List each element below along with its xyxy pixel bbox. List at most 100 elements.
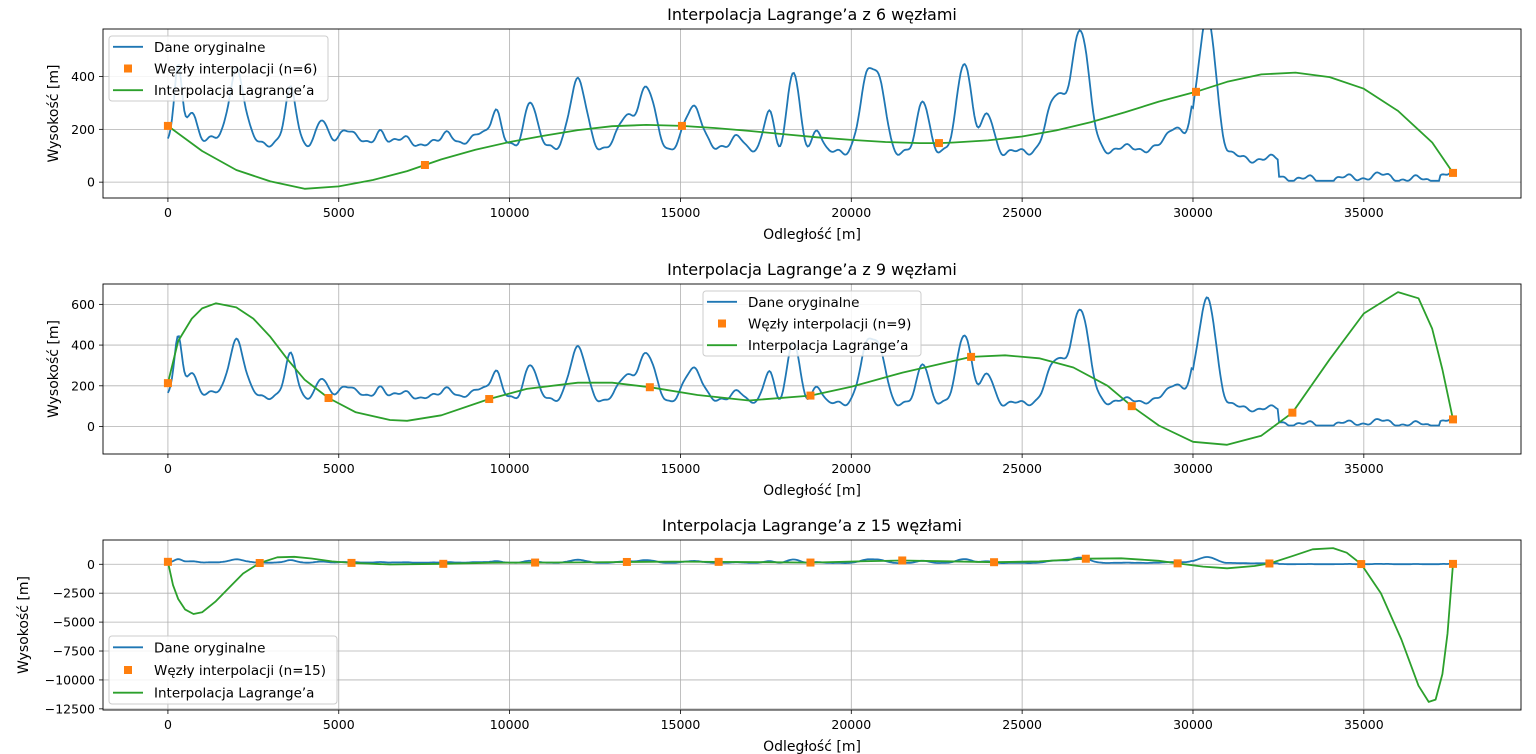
interpolation-node-marker [1288, 408, 1297, 417]
chart-title: Interpolacja Lagrange’a z 9 węzłami [667, 260, 957, 279]
interpolation-node-marker [485, 395, 494, 404]
interpolation-node-marker [1127, 402, 1136, 411]
legend-entry-label: Węzły interpolacji (n=15) [154, 663, 326, 679]
plot-area [163, 291, 1458, 446]
legend-entry-label: Węzły interpolacji (n=6) [154, 62, 317, 78]
legend-marker-nodes [718, 319, 726, 328]
interpolation-node-marker [806, 391, 815, 400]
series-original-line [167, 29, 1454, 182]
y-axis-label: Wysokość [m] [46, 320, 62, 418]
interpolation-node-marker [1449, 415, 1458, 424]
x-tick-label: 35000 [1344, 717, 1384, 732]
x-tick-label: 10000 [490, 461, 530, 476]
interpolation-node-marker [1081, 554, 1090, 563]
x-tick-label: 25000 [1002, 717, 1042, 732]
subplot-1: 0 5000 10000 15000 20000 25000 30000 35000 0 200 4… [46, 5, 1522, 243]
y-tick-label: 600 [71, 297, 95, 312]
x-tick-label: 35000 [1344, 205, 1384, 220]
x-tick-label: 25000 [1002, 461, 1042, 476]
x-tick-label: 10000 [490, 717, 530, 732]
legend-entry-label: Dane oryginalne [154, 640, 265, 656]
x-axis-label: Odległość [m] [763, 483, 861, 499]
x-tick-label: 5000 [323, 461, 355, 476]
legend-box [108, 35, 329, 102]
interpolation-node-marker [163, 557, 172, 566]
x-tick-label: 15000 [661, 461, 701, 476]
plot-area [163, 547, 1458, 703]
axes-frame [102, 283, 1522, 455]
y-tick-label: −5000 [53, 615, 95, 630]
legend-marker-nodes [124, 64, 132, 73]
x-tick-label: 30000 [1173, 717, 1213, 732]
interpolation-node-marker [990, 558, 999, 567]
x-tick-label: 0 [164, 717, 172, 732]
y-axis-label: Wysokość [m] [16, 576, 32, 674]
x-tick-label: 5000 [323, 717, 355, 732]
y-tick-label: 400 [71, 69, 95, 84]
interpolation-node-marker [1173, 559, 1182, 568]
legend: Dane oryginalne Węzły interpolacji (n=15)… [108, 635, 338, 705]
interpolation-node-marker [163, 379, 172, 388]
axes-frame [102, 28, 1522, 199]
x-tick-label: 10000 [490, 205, 530, 220]
legend-box [108, 635, 338, 705]
interpolation-node-marker [347, 558, 356, 567]
interpolation-node-marker [714, 557, 723, 566]
x-tick-label: 20000 [831, 717, 871, 732]
x-tick-label: 20000 [831, 205, 871, 220]
y-tick-label: 400 [71, 338, 95, 353]
y-axis-label: Wysokość [m] [46, 65, 62, 163]
x-tick-label: 15000 [661, 717, 701, 732]
legend: Dane oryginalne Węzły interpolacji (n=6) I… [108, 35, 329, 102]
interpolation-node-marker [1191, 87, 1200, 96]
y-tick-label: −7500 [53, 644, 95, 659]
legend-box [702, 290, 922, 357]
interpolation-node-marker [677, 121, 686, 130]
x-tick-label: 25000 [1002, 205, 1042, 220]
chart-title: Interpolacja Lagrange’a z 6 węzłami [667, 5, 957, 24]
interpolation-node-marker [622, 557, 631, 566]
y-tick-label: −10000 [45, 672, 95, 687]
interpolation-node-marker [967, 352, 976, 361]
interpolation-node-marker [1449, 559, 1458, 568]
y-tick-label: 0 [87, 557, 95, 572]
series-interpolation-line [167, 71, 1454, 190]
y-tick-label: 0 [87, 175, 95, 190]
interpolation-node-marker [439, 559, 448, 568]
interpolation-node-marker [645, 383, 654, 392]
axes-frame [102, 539, 1522, 711]
x-tick-label: 0 [164, 461, 172, 476]
interpolation-node-marker [1265, 559, 1274, 568]
y-tick-label: 200 [71, 378, 95, 393]
legend-entry-label: Węzły interpolacji (n=9) [748, 317, 911, 333]
subplot-2: 0 5000 10000 15000 20000 25000 30000 35000 0 200 4… [46, 260, 1522, 499]
x-axis-label: Odległość [m] [763, 739, 861, 754]
subplot-3: 0 5000 10000 15000 20000 25000 30000 35000 0 −250… [16, 516, 1522, 754]
chart-title: Interpolacja Lagrange’a z 15 węzłami [662, 516, 962, 535]
interpolation-node-marker [898, 556, 907, 565]
legend-entry-label: Dane oryginalne [748, 295, 859, 311]
y-tick-label: 0 [87, 419, 95, 434]
legend-entry-label: Interpolacja Lagrange’a [154, 686, 314, 702]
y-tick-label: 200 [71, 122, 95, 137]
interpolation-node-marker [163, 121, 172, 130]
interpolation-node-marker [1357, 560, 1366, 569]
interpolation-node-marker [324, 394, 333, 403]
legend-entry-label: Interpolacja Lagrange’a [748, 338, 908, 354]
interpolation-node-marker [255, 559, 264, 568]
x-tick-label: 30000 [1173, 205, 1213, 220]
x-tick-label: 0 [164, 205, 172, 220]
x-tick-label: 30000 [1173, 461, 1213, 476]
legend-marker-nodes [124, 666, 132, 674]
y-tick-label: −2500 [53, 586, 95, 601]
series-interpolation-line [167, 547, 1454, 703]
legend: Dane oryginalne Węzły interpolacji (n=9) I… [702, 290, 922, 357]
x-tick-label: 15000 [661, 205, 701, 220]
interpolation-node-marker [806, 558, 815, 567]
interpolation-node-marker [1449, 168, 1458, 177]
interpolation-node-marker [934, 139, 943, 148]
interpolation-node-marker [531, 558, 540, 567]
interpolation-node-marker [420, 160, 429, 169]
y-tick-label: −12500 [45, 701, 95, 716]
